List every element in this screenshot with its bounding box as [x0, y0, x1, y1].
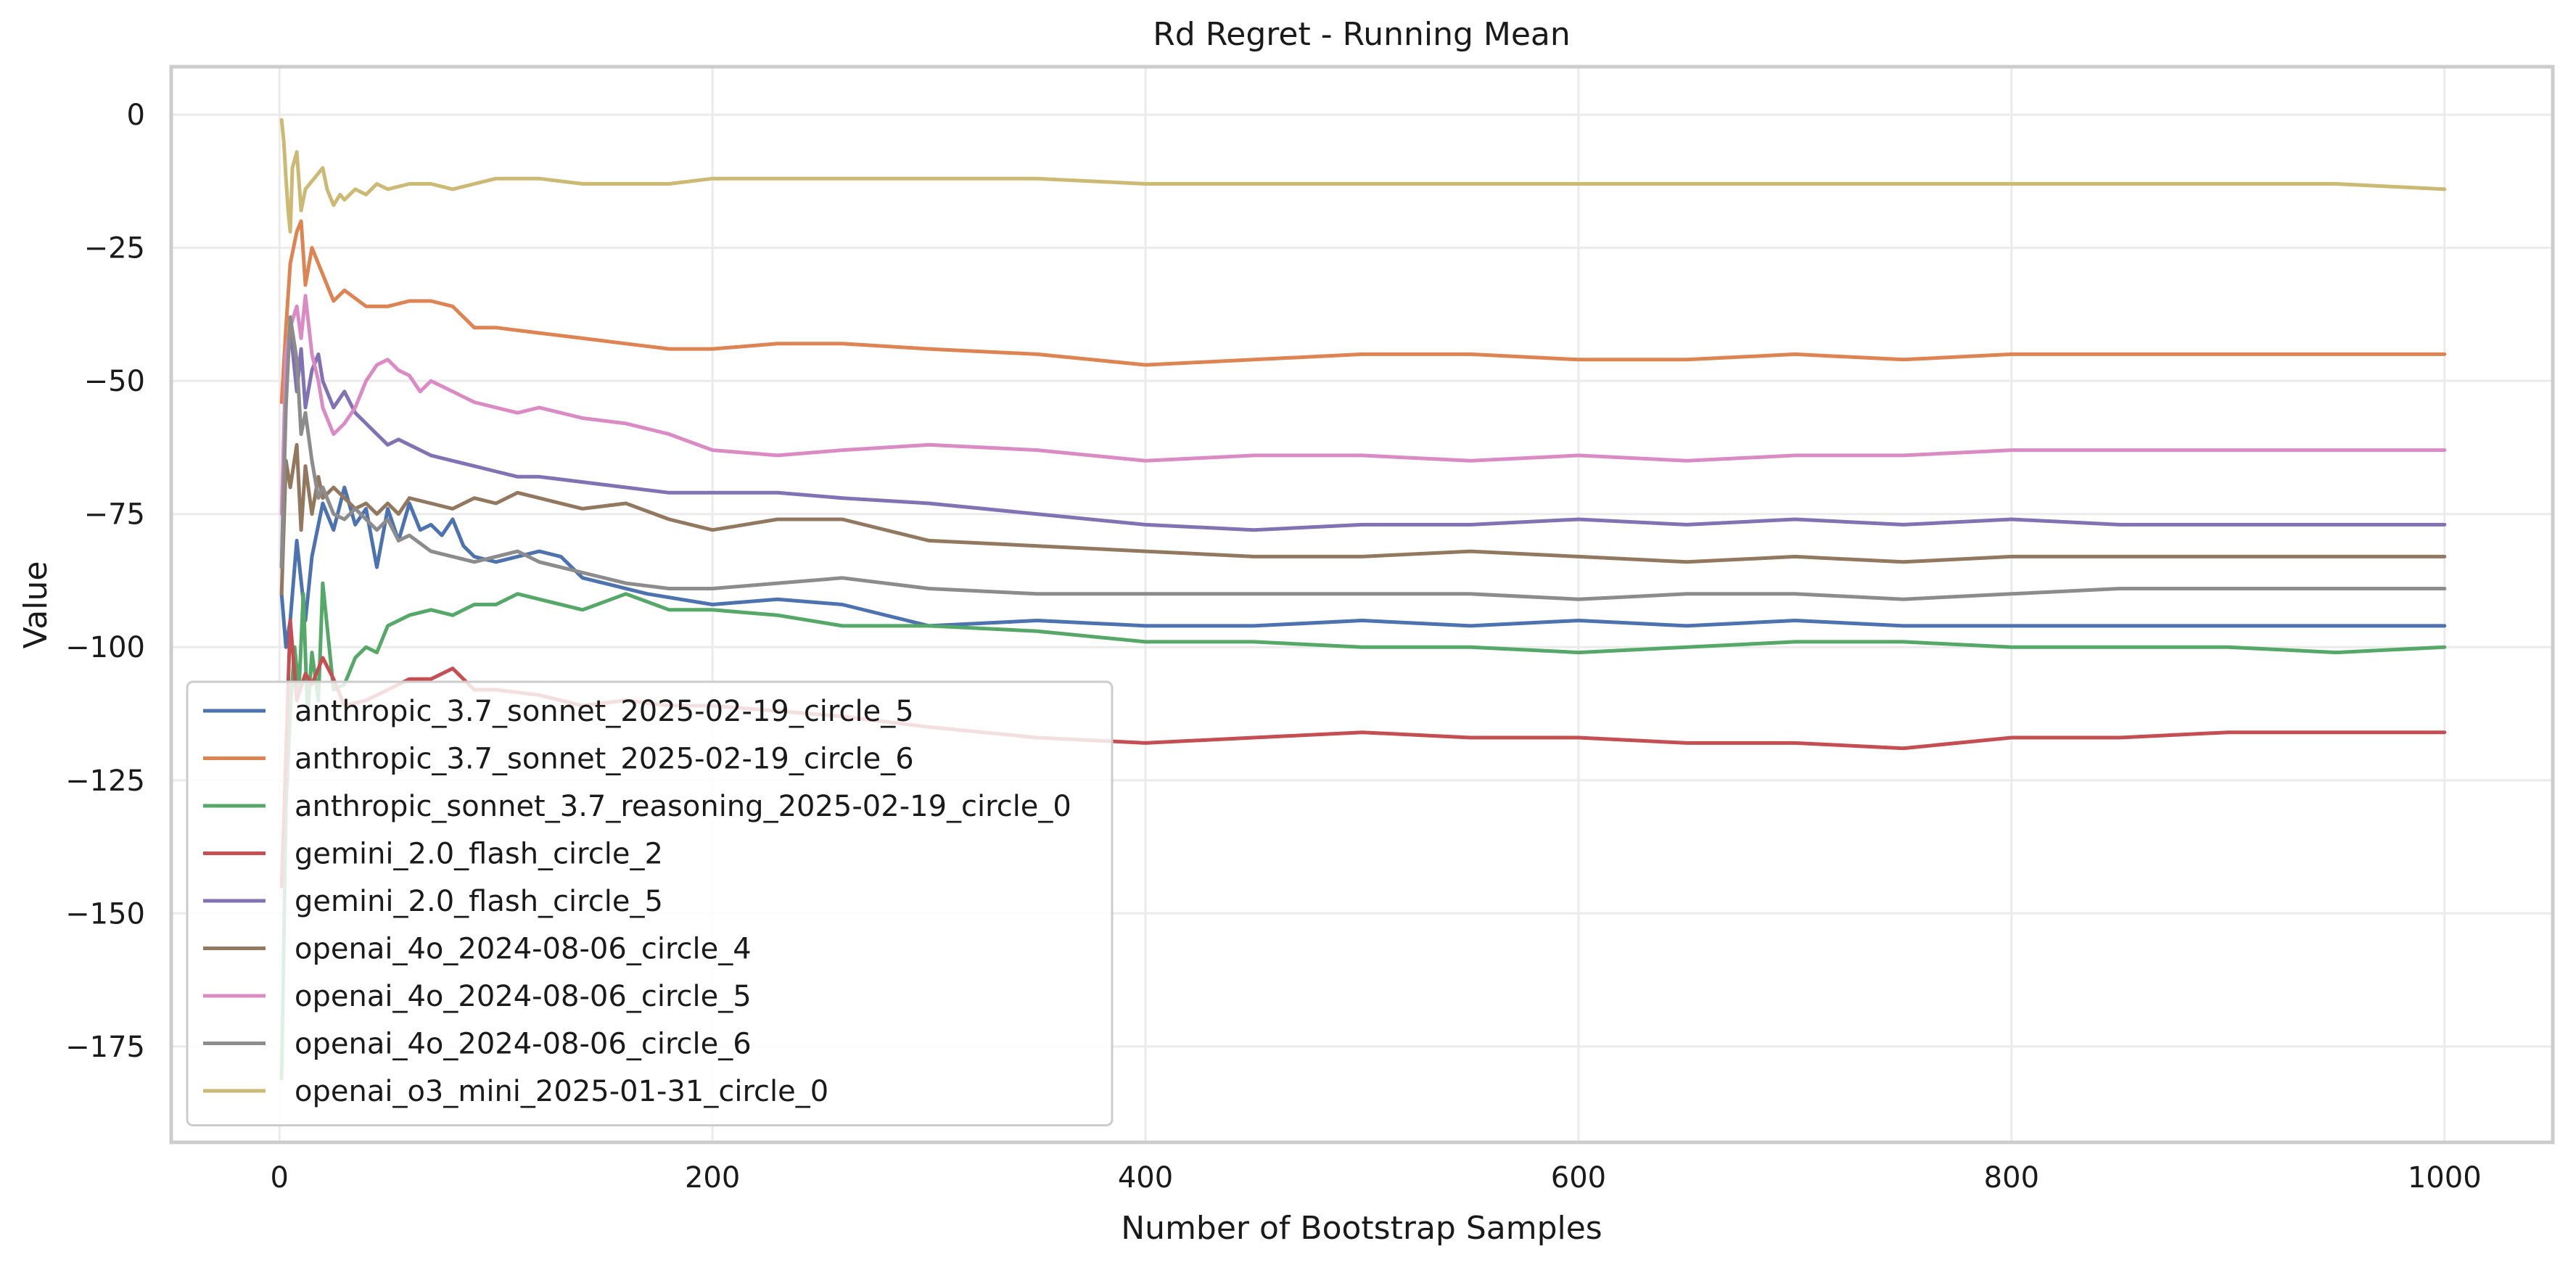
axis-ticks: 0 200 400 600 800 1000 0 −25 −50 −75 −100 −125 −150 −…: [65, 99, 2482, 1195]
legend: anthropic_3.7_sonnet_2025-02-19_circle_5…: [186, 680, 1114, 1126]
series-line: [279, 219, 2447, 404]
legend-label: gemini_2.0_flash_circle_5: [295, 885, 663, 918]
x-tick-label: 400: [1118, 1161, 1173, 1195]
y-tick-label: −50: [84, 365, 145, 398]
y-tick-label: −75: [84, 498, 145, 532]
legend-label: anthropic_sonnet_3.7_reasoning_2025-02-1…: [295, 790, 1071, 823]
chart-title: Rd Regret - Running Mean: [1153, 16, 1571, 53]
legend-label: gemini_2.0_flash_circle_2: [295, 838, 663, 871]
y-tick-label: −150: [65, 897, 145, 931]
series-line: [279, 581, 2447, 1081]
legend-label: openai_4o_2024-08-06_circle_4: [295, 933, 752, 966]
legend-label: openai_4o_2024-08-06_circle_6: [295, 1028, 752, 1061]
x-tick-label: 200: [685, 1161, 740, 1195]
x-axis-label: Number of Bootstrap Samples: [1121, 1210, 1602, 1247]
x-tick-label: 1000: [2408, 1161, 2482, 1195]
y-tick-label: −25: [84, 232, 145, 265]
x-tick-label: 600: [1551, 1161, 1606, 1195]
series-line: [279, 117, 2447, 234]
y-axis-label: Value: [17, 561, 54, 649]
series-line: [279, 485, 2447, 649]
series-line: [279, 326, 2447, 569]
legend-label: openai_o3_mini_2025-01-31_circle_0: [295, 1075, 828, 1108]
legend-box: [186, 680, 1114, 1126]
series-line: [279, 315, 2447, 601]
legend-label: anthropic_3.7_sonnet_2025-02-19_circle_6: [295, 743, 914, 776]
y-tick-label: −175: [65, 1031, 145, 1064]
y-tick-label: −125: [65, 764, 145, 798]
y-tick-label: −100: [65, 631, 145, 664]
legend-label: openai_4o_2024-08-06_circle_5: [295, 980, 752, 1013]
legend-label: anthropic_3.7_sonnet_2025-02-19_circle_5: [295, 695, 914, 728]
series-line: [279, 442, 2447, 596]
series-line: [279, 294, 2447, 516]
x-tick-label: 800: [1984, 1161, 2039, 1195]
plot-frame: [169, 65, 2555, 1145]
series-lines: [279, 117, 2447, 1081]
x-tick-label: 0: [271, 1161, 289, 1195]
y-tick-label: 0: [127, 99, 145, 132]
